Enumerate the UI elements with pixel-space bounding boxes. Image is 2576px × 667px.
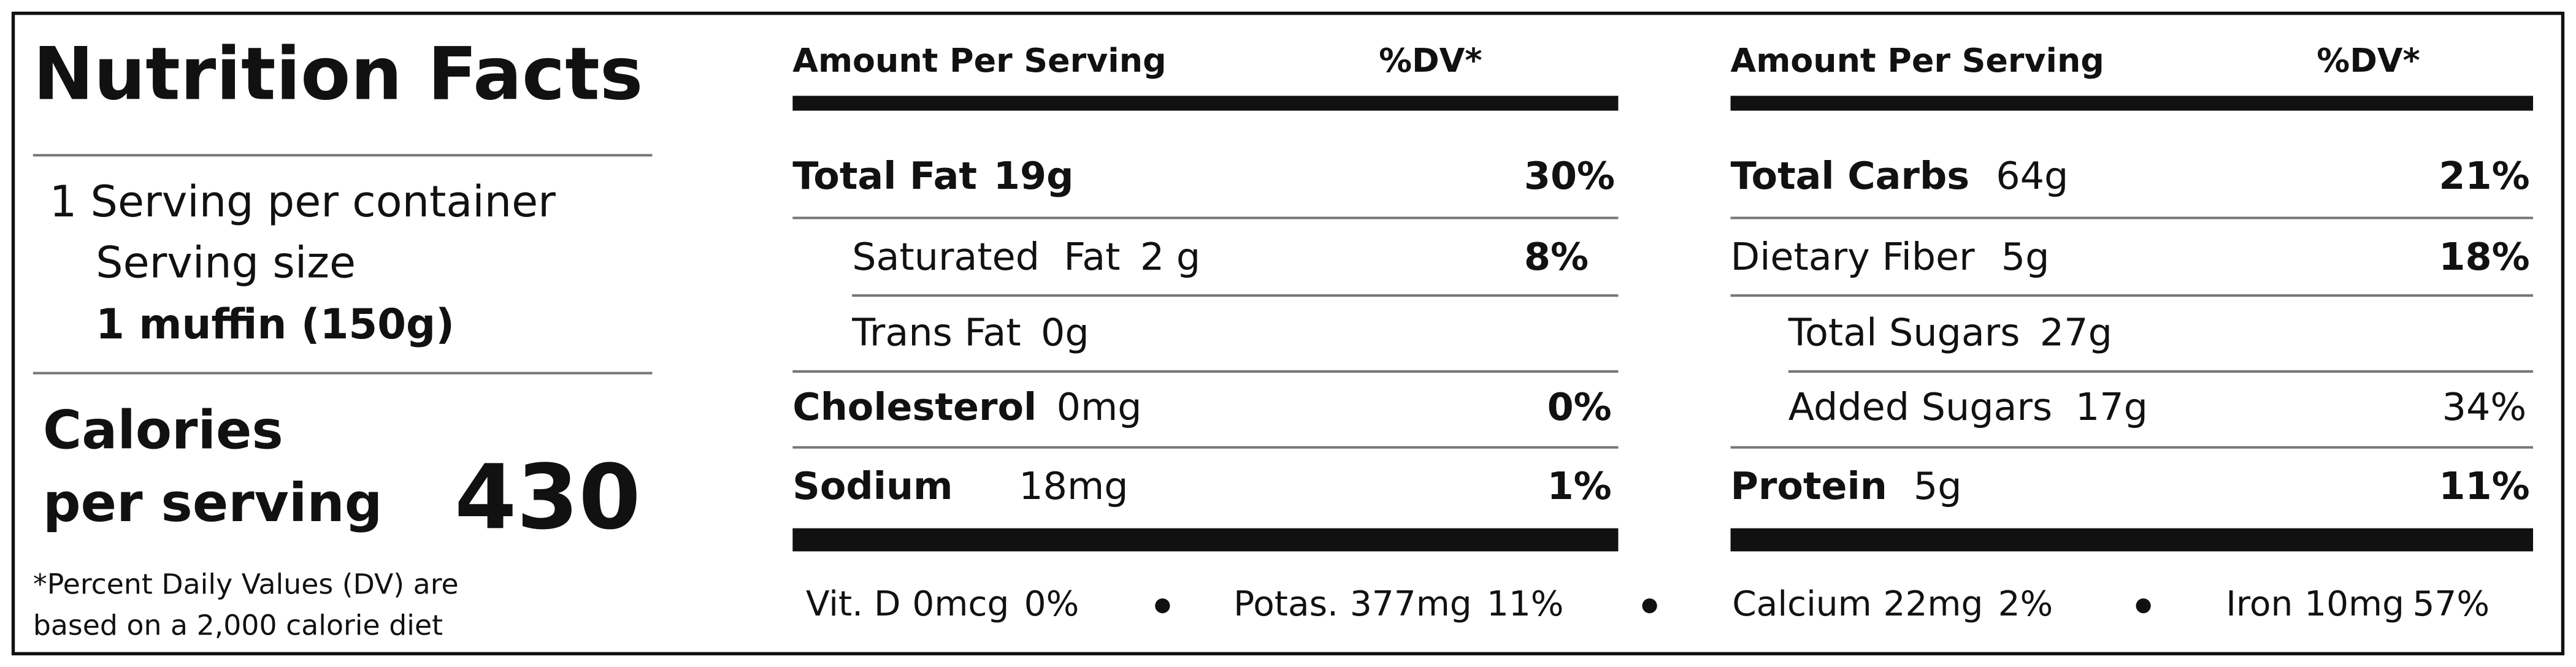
nutrient-dv: 18% [2439,235,2529,279]
servings-per-container: 1 Serving per container [50,177,556,227]
nutrient-dv: 8% [1524,235,1589,279]
thick-rule [1730,96,2533,111]
border [11,12,2565,656]
vitamin-name: Calcium [1732,584,1871,624]
nutrient-name: Total Fat [792,154,977,198]
column-header: %DV* [1379,41,1482,80]
vitamin-amount: 10mg [2304,584,2404,624]
nutrient-row: Protein 5g [1731,464,1962,508]
nutrient-row: Trans Fat 0g [851,311,1089,355]
footnote: *Percent Daily Values (DV) are [33,568,459,600]
vitamin-name: Potas. [1233,584,1338,624]
nutrient-amount: 5g [2001,235,2050,279]
calories-label: per serving [43,473,382,534]
nutrient-dv: 0% [1547,385,1612,429]
vitamin-dv: 11% [1487,584,1564,624]
nutrient-name: Added Sugars [1788,385,2052,429]
serving-size-label: Serving size [96,238,356,288]
vitamin-dv: 57% [2412,584,2490,624]
nutrient-row: Total Fat 19g [792,154,1073,198]
nutrient-name: Total Carbs [1731,154,1970,198]
nutrient-row: Cholesterol 0mg [792,385,1141,429]
nutrient-dv: 1% [1547,464,1612,508]
calories-label: Calories [43,400,283,462]
nutrient-dv: 11% [2439,464,2529,508]
nutrient-amount: 19g [994,154,1073,198]
bullet [2136,598,2151,614]
nutrient-amount: 2 g [1140,235,1200,279]
nutrient-amount: 17g [2076,385,2148,429]
nutrient-name: Total Sugars [1788,311,2020,355]
vitamin-dv: 0% [1024,584,1079,624]
nutrient-name: Saturated Fat [852,235,1120,279]
column-header: Amount Per Serving [792,41,1166,80]
vitamin-amount: 22mg [1884,584,1984,624]
vitamin: Iron 10mg 57% [2226,584,2490,624]
nutrient-row: Sodium 18mg [792,464,1128,508]
nutrient-name: Dietary Fiber [1731,235,1976,279]
column-header: %DV* [2317,41,2420,80]
nutrient-row: Total Carbs 64g [1731,154,2069,198]
thick-rule [1730,528,2533,552]
thick-rule [792,96,1619,111]
nutrient-row: Total Sugars 27g [1788,311,2112,355]
nutrient-amount: 27g [2040,311,2112,355]
nutrient-amount: 64g [1996,154,2068,198]
serving-size: 1 muffin (150g) [96,300,454,348]
vitamin: Potas. 377mg 11% [1233,584,1563,624]
nutrient-name: Protein [1731,464,1887,508]
nutrient-row: Saturated Fat 2 g [852,235,1200,279]
nutrient-amount: 0g [1041,311,1089,355]
vitamin-name: Iron [2226,584,2293,624]
footnote: based on a 2,000 calorie diet [33,609,443,642]
vitamin-name: Vit. D [806,584,901,624]
nutrient-amount: 18mg [1019,464,1128,508]
nutrient-name: Cholesterol [792,385,1037,429]
nutrient-row: Added Sugars 17g [1788,385,2148,429]
calories-value: 430 [454,446,640,549]
nutrient-amount: 5g [1914,464,1962,508]
thick-rule [792,528,1619,552]
vitamin: Vit. D 0mcg 0% [806,584,1079,624]
nutrient-dv: 34% [2442,385,2527,429]
nutrient-name: Trans Fat [851,311,1021,355]
vitamin-dv: 2% [1998,584,2053,624]
nutrient-name: Sodium [792,464,953,508]
nutrient-row: Dietary Fiber 5g [1731,235,2050,279]
nutrient-dv: 21% [2439,154,2529,198]
vitamin-amount: 0mcg [912,584,1009,624]
nutrient-amount: 0mg [1057,385,1142,429]
bullet [1155,598,1170,614]
title: Nutrition Facts [33,32,643,116]
nutrient-dv: 30% [1524,154,1615,198]
vitamin-amount: 377mg [1350,584,1472,624]
vitamin: Calcium 22mg 2% [1732,584,2053,624]
column-header: Amount Per Serving [1731,41,2104,80]
bullet [1642,598,1657,614]
